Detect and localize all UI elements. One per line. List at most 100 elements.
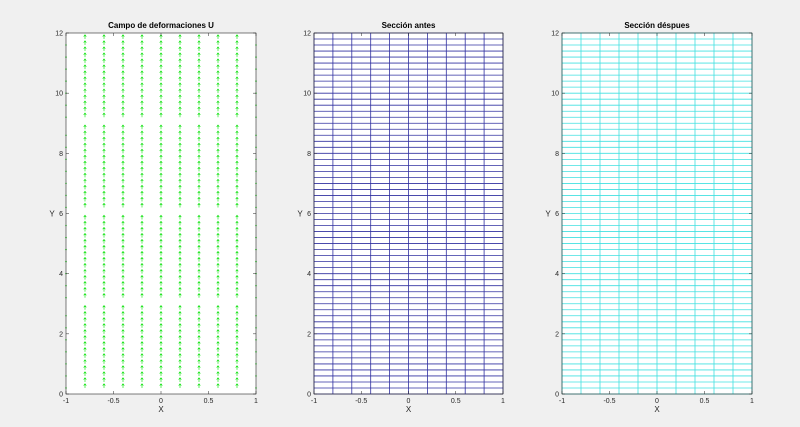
quiver-arrow [83, 52, 87, 58]
quiver-arrow [83, 124, 87, 130]
quiver-arrow [102, 293, 106, 298]
quiver-arrow [121, 190, 125, 196]
quiver-arrow [178, 172, 182, 178]
quiver-arrow [216, 365, 220, 370]
quiver-arrow [140, 190, 144, 196]
quiver-arrow [216, 40, 220, 46]
quiver-arrow [83, 250, 87, 256]
quiver-arrow [121, 268, 125, 274]
quiver-arrow [102, 130, 106, 136]
quiver-arrow [235, 323, 239, 328]
quiver-arrow [235, 365, 239, 370]
quiver-arrow [178, 220, 182, 226]
quiver-arrow [216, 311, 220, 316]
quiver-arrow [102, 142, 106, 148]
quiver-arrow [140, 202, 144, 208]
y-tick-label: 2 [307, 331, 311, 338]
quiver-arrow [83, 70, 87, 76]
quiver-arrow [197, 377, 201, 382]
quiver-arrow [102, 106, 106, 112]
quiver-arrow [159, 184, 163, 190]
quiver-arrow [216, 94, 220, 100]
quiver-arrow [159, 341, 163, 346]
quiver-arrow [102, 244, 106, 250]
quiver-arrow [216, 220, 220, 226]
quiver-arrow [121, 293, 125, 298]
quiver-arrow [197, 154, 201, 160]
quiver-arrow [197, 196, 201, 202]
x-tick-label: 0.5 [204, 398, 214, 405]
quiver-arrow [102, 220, 106, 226]
quiver-arrow [140, 347, 144, 352]
quiver-arrow [102, 88, 106, 94]
quiver-arrow [83, 286, 87, 292]
quiver-arrow [178, 293, 182, 298]
quiver-arrow [102, 286, 106, 292]
quiver-arrow [102, 341, 106, 346]
quiver-arrow [159, 172, 163, 178]
quiver-arrow [178, 214, 182, 220]
quiver-arrow [102, 365, 106, 370]
quiver-arrow [216, 323, 220, 328]
quiver-arrow [83, 202, 87, 208]
quiver-arrow [102, 46, 106, 52]
quiver-arrow [140, 172, 144, 178]
quiver-arrow [102, 329, 106, 334]
quiver-arrow [140, 293, 144, 298]
quiver-arrow [178, 244, 182, 250]
quiver-arrow [178, 202, 182, 208]
quiver-arrow [159, 359, 163, 364]
quiver-arrow [216, 280, 220, 286]
quiver-arrow [235, 232, 239, 238]
quiver-arrow [121, 256, 125, 262]
quiver-arrow [197, 220, 201, 226]
quiver-arrow [140, 365, 144, 370]
quiver-arrow [197, 232, 201, 238]
quiver-arrow [121, 214, 125, 220]
quiver-arrow [102, 112, 106, 118]
quiver-arrow [197, 371, 201, 376]
quiver-arrow [235, 64, 239, 70]
quiver-arrow [140, 46, 144, 52]
quiver-arrow [216, 347, 220, 352]
quiver-arrow [121, 136, 125, 142]
quiver-arrow [83, 293, 87, 298]
quiver-arrow [102, 82, 106, 88]
quiver-arrow [178, 136, 182, 142]
quiver-arrow [121, 238, 125, 244]
quiver-arrow [235, 106, 239, 112]
quiver-arrow [121, 383, 125, 388]
quiver-arrow [83, 196, 87, 202]
quiver-arrow [216, 154, 220, 160]
quiver-arrow [197, 184, 201, 190]
quiver-arrow [121, 52, 125, 58]
quiver-arrow [178, 238, 182, 244]
quiver-arrow [235, 268, 239, 274]
quiver-arrow [140, 377, 144, 382]
quiver-arrow [140, 268, 144, 274]
quiver-arrow [83, 305, 87, 310]
quiver-arrow [121, 40, 125, 46]
quiver-arrow [102, 250, 106, 256]
quiver-arrow [159, 347, 163, 352]
quiver-arrow [121, 70, 125, 76]
quiver-arrow [140, 94, 144, 100]
quiver-arrow [121, 347, 125, 352]
quiver-arrow [178, 184, 182, 190]
quiver-arrow [121, 274, 125, 280]
quiver-arrow [159, 293, 163, 298]
quiver-arrow [178, 268, 182, 274]
quiver-arrow [140, 220, 144, 226]
quiver-arrow [235, 100, 239, 106]
y-tick-label: 2 [555, 331, 559, 338]
quiver-arrow [216, 371, 220, 376]
quiver-arrow [83, 244, 87, 250]
quiver-arrow [83, 353, 87, 358]
quiver-arrow [83, 172, 87, 178]
quiver-arrow [159, 154, 163, 160]
quiver-arrow [197, 64, 201, 70]
quiver-arrow [159, 124, 163, 130]
quiver-arrow [159, 220, 163, 226]
quiver-arrow [121, 323, 125, 328]
